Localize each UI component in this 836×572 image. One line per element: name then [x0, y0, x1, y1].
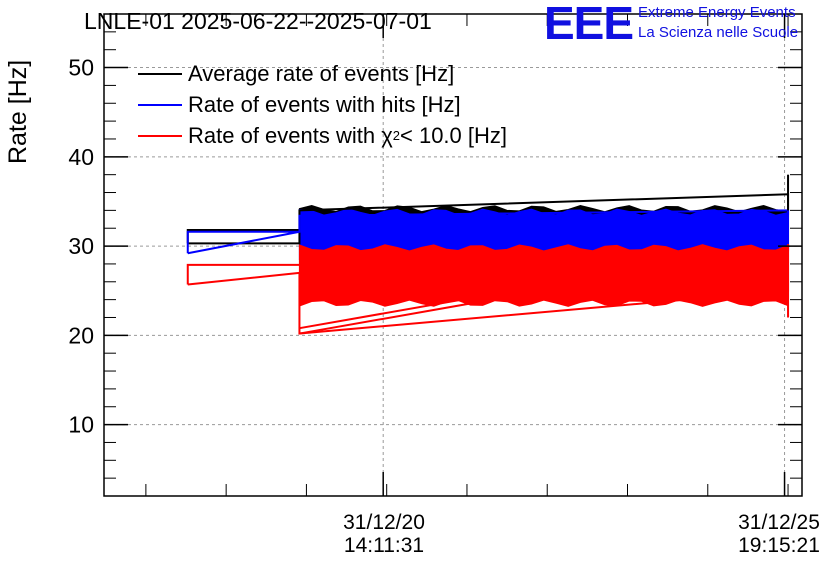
axis-ticks	[104, 13, 802, 496]
y-tick-label: 20	[68, 322, 94, 348]
legend-label: Average rate of events [Hz]	[188, 60, 455, 86]
legend-item-average: Average rate of events [Hz]	[138, 58, 507, 89]
logo-text-line1: Extreme Energy Events	[638, 4, 796, 21]
legend-swatch-red	[138, 134, 182, 137]
chart-legend: Average rate of events [Hz] Rate of even…	[138, 58, 507, 151]
eee-logo: EEE Extreme Energy Events La Scienza nel…	[544, 0, 798, 49]
y-tick-label: 50	[68, 55, 94, 81]
series-line-red-diagonal	[299, 280, 789, 335]
x-tick-time: 19:15:21	[738, 534, 820, 557]
y-tick-label: 10	[68, 412, 94, 438]
chart-bands	[298, 204, 789, 307]
logo-text-line2: La Scienza nelle Scuole	[638, 24, 799, 41]
legend-item-hits: Rate of events with hits [Hz]	[138, 89, 507, 120]
chart-series-lines	[186, 174, 790, 335]
x-tick-label-2: 31/12/25 19:15:21	[722, 511, 836, 557]
x-tick-date: 31/12/25	[738, 511, 820, 534]
legend-swatch-blue	[138, 103, 182, 106]
legend-label: Rate of events with hits [Hz]	[188, 91, 461, 117]
legend-swatch-black	[138, 72, 182, 75]
x-tick-time: 14:11:31	[343, 534, 425, 557]
legend-label-sup: 2	[392, 128, 400, 143]
y-tick-label: 40	[68, 144, 94, 170]
y-tick-label: 30	[68, 233, 94, 259]
logo-letters: EEE	[544, 0, 634, 49]
legend-label-suffix: < 10.0 [Hz]	[400, 122, 508, 148]
y-axis-label: Rate [Hz]	[4, 59, 32, 164]
legend-label-prefix: Rate of events with χ	[188, 122, 393, 148]
series-line-1	[186, 209, 790, 255]
chart-title: LNLE-01 2025-06-22--2025-07-01	[84, 8, 432, 34]
x-tick-label-1: 31/12/20 14:11:31	[324, 511, 444, 557]
plot-frame	[103, 13, 803, 497]
x-tick-date: 31/12/20	[343, 511, 425, 534]
y-tick-labels: 10 20 30 40 50	[68, 55, 94, 438]
